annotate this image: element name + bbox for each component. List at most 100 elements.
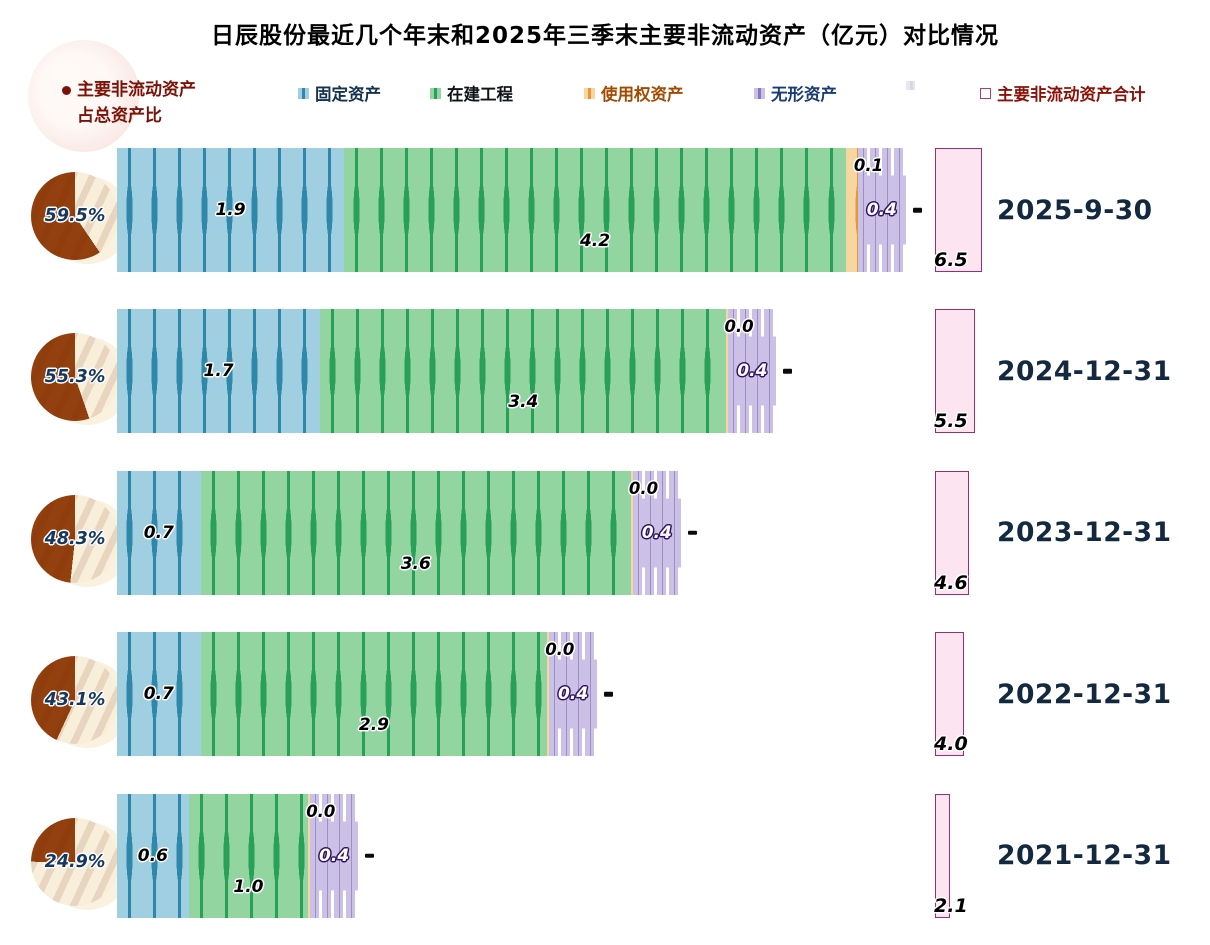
pie-texture <box>31 333 119 422</box>
total-bar: 6.5 <box>934 148 983 272</box>
bar-segment-right-of-use <box>726 309 729 434</box>
total-bar: 4.0 <box>934 632 968 757</box>
legend-ratio-label-line1: 主要非流动资产 <box>77 80 196 100</box>
legend-item-fixed-assets: 固定资产 <box>298 81 381 105</box>
bar-segment-fixed-assets <box>117 793 189 918</box>
bar-segment-right-of-use <box>308 793 311 918</box>
value-label-right-of-use: 0.0 <box>628 478 659 498</box>
stacked-bar: 0.7 3.6 0.0 0.4 <box>117 470 701 595</box>
legend-label-fixed: 固定资产 <box>315 85 381 104</box>
bar-segment-construction <box>344 148 846 272</box>
value-label-fixed-assets: 0.7 <box>143 522 174 543</box>
total-value-label: 4.0 <box>934 733 968 756</box>
pie-texture <box>31 172 119 260</box>
chart-row: 48.3% 0.7 3.6 0.0 0.4 4.6 2023-12-31 <box>0 470 1210 595</box>
legend-item-intangible: 无形资产 <box>754 81 837 105</box>
chart-row: 24.9% 0.6 1.0 0.0 0.4 2.1 2021-12-31 <box>0 793 1210 918</box>
value-label-construction: 2.9 <box>358 715 389 736</box>
ratio-pie <box>31 817 119 906</box>
pie-texture <box>31 817 119 906</box>
value-label-right-of-use: 0.1 <box>853 156 884 175</box>
bar-segment-right-of-use <box>845 148 858 272</box>
bar-segment-fixed-assets <box>117 148 345 272</box>
date-label: 2023-12-31 <box>997 517 1172 549</box>
bar-segment-intangible <box>632 470 681 595</box>
legend-item-right-of-use: 使用权资产 <box>584 81 684 105</box>
bar-segment-fixed-assets <box>117 309 321 434</box>
bar-segment-construction <box>200 470 631 595</box>
stacked-bar: 1.7 3.4 0.0 0.4 <box>117 309 796 434</box>
bar-segment-construction <box>200 632 548 757</box>
value-label-right-of-use: 0.0 <box>545 640 575 660</box>
bar-segment-intangible <box>857 148 906 272</box>
chart-row: 55.3% 1.7 3.4 0.0 0.4 5.5 2024-12-31 <box>0 309 1210 434</box>
value-label-intangible: 0.4 <box>866 200 897 220</box>
date-label: 2024-12-31 <box>997 355 1172 387</box>
value-label-fixed-assets: 1.9 <box>215 200 246 220</box>
value-label-right-of-use: 0.0 <box>306 801 336 821</box>
legend-swatch-intangible-icon <box>754 87 765 99</box>
legend-swatch-empty-icon <box>906 81 915 90</box>
legend-ratio-series: 主要非流动资产 占总资产比 <box>62 78 196 129</box>
date-label: 2025-9-30 <box>997 194 1153 226</box>
value-label-intangible: 0.4 <box>737 361 768 382</box>
total-bar: 2.1 <box>934 793 968 918</box>
legend-swatch-construction-icon <box>430 87 441 99</box>
bar-segment-intangible <box>728 309 777 434</box>
legend-ratio-label-line2: 占总资产比 <box>77 105 162 126</box>
dash-mark <box>687 530 697 536</box>
total-value-label: 2.1 <box>934 894 968 917</box>
legend-swatch-fixed-icon <box>298 87 309 99</box>
value-label-construction: 3.6 <box>400 553 431 574</box>
dash-mark <box>365 853 374 858</box>
total-value-label: 6.5 <box>934 249 968 271</box>
legend-label-right-of-use: 使用权资产 <box>601 85 684 104</box>
stacked-bar: 0.6 1.0 0.0 0.4 <box>117 793 378 918</box>
dash-mark <box>604 691 613 697</box>
value-label-construction: 3.4 <box>508 392 539 413</box>
value-label-construction: 1.0 <box>233 876 264 897</box>
pie-texture <box>31 494 119 583</box>
bar-segment-intangible <box>549 632 597 757</box>
ratio-percent-label: 55.3% <box>44 367 106 388</box>
legend-label-total: 主要非流动资产合计 <box>997 85 1146 104</box>
dash-mark <box>912 207 922 213</box>
value-label-fixed-assets: 1.7 <box>203 361 234 382</box>
legend-swatch-total-icon <box>980 87 991 99</box>
date-label: 2022-12-31 <box>997 678 1172 710</box>
ratio-pie <box>31 172 119 260</box>
ratio-percent-label: 48.3% <box>44 528 106 549</box>
dash-mark <box>783 369 793 374</box>
ratio-pie <box>31 656 119 745</box>
stacked-bar: 1.9 4.2 0.1 0.4 <box>117 148 926 272</box>
total-value-label: 4.6 <box>934 571 968 594</box>
ratio-pie <box>31 494 119 583</box>
chart-title: 日辰股份最近几个年末和2025年三季末主要非流动资产（亿元）对比情况 <box>210 23 999 49</box>
value-label-intangible: 0.4 <box>319 845 350 866</box>
value-label-construction: 4.2 <box>579 231 611 251</box>
total-bar: 5.5 <box>934 309 976 434</box>
bar-segment-intangible <box>310 793 358 918</box>
date-label: 2021-12-31 <box>997 840 1172 872</box>
bar-segment-fixed-assets <box>117 632 201 757</box>
value-label-intangible: 0.4 <box>641 522 672 543</box>
legend-label-construction: 在建工程 <box>447 85 513 104</box>
legend-label-intangible: 无形资产 <box>771 85 837 104</box>
stacked-bar: 0.7 2.9 0.0 0.4 <box>117 632 617 757</box>
pie-texture <box>31 656 119 745</box>
chart-row: 43.1% 0.7 2.9 0.0 0.4 4.0 2022-12-31 <box>0 632 1210 757</box>
ratio-percent-label: 43.1% <box>44 690 106 711</box>
legend-swatch-right-of-use-icon <box>584 87 595 99</box>
bar-segment-right-of-use <box>630 470 633 595</box>
value-label-intangible: 0.4 <box>558 684 589 705</box>
ratio-pie <box>31 333 119 422</box>
decorative-watermark-circle <box>28 40 140 152</box>
ratio-percent-label: 59.5% <box>44 206 106 226</box>
bar-segment-construction <box>320 309 727 434</box>
bar-segment-construction <box>188 793 309 918</box>
bar-segment-fixed-assets <box>117 470 201 595</box>
total-bar: 4.6 <box>934 470 969 595</box>
legend-dot-icon <box>62 86 71 96</box>
legend-item-empty <box>906 81 915 90</box>
legend-item-construction: 在建工程 <box>430 81 513 105</box>
